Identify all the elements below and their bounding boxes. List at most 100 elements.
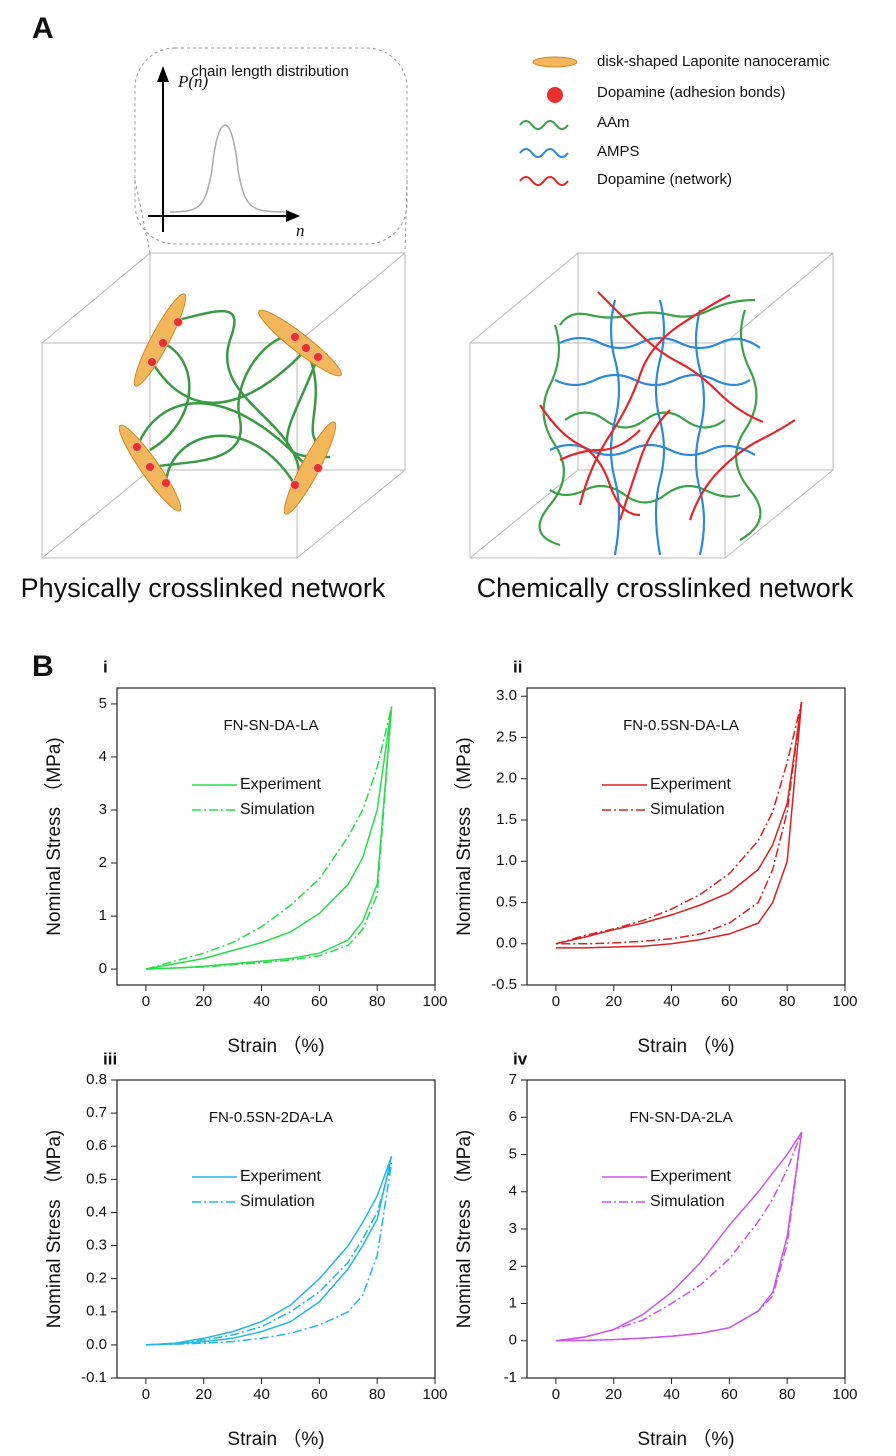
y-axis-label: Nominal Stress （MPa) (43, 1130, 65, 1329)
legend-label: Experiment (650, 776, 731, 793)
y-tick-label: 0.0 (86, 1336, 107, 1353)
y-tick-label: 0.6 (86, 1137, 107, 1154)
legend-label: Simulation (650, 1193, 725, 1210)
y-tick-label: 0.0 (496, 935, 517, 952)
legend-label: Simulation (240, 1193, 315, 1210)
panel-label: A (32, 12, 54, 45)
inset-title: chain length distribution (191, 63, 349, 80)
distribution-curve (170, 125, 285, 212)
y-tick-label: 4 (99, 748, 107, 765)
x-tick-label: 100 (832, 1386, 857, 1403)
cube (42, 253, 405, 558)
series-line (556, 1132, 802, 1341)
y-tick-label: 4 (509, 1183, 517, 1200)
x-tick-label: 80 (779, 993, 796, 1010)
chart-title: FN-SN-DA-2LA (629, 1109, 732, 1126)
legend-label: Simulation (240, 801, 315, 818)
panel-label: i (103, 657, 108, 676)
wave-icon (520, 177, 568, 185)
legend-a: disk-shaped Laponite nanoceramic Dopamin… (520, 53, 830, 188)
x-axis-label: Strain （%) (637, 1035, 734, 1057)
y-tick-label: -0.5 (491, 976, 517, 993)
chart-title: FN-SN-DA-LA (223, 717, 318, 734)
dot-icon (547, 87, 563, 103)
x-tick-label: 20 (195, 993, 212, 1010)
y-tick-label: 3.0 (496, 687, 517, 704)
y-tick-label: 0 (99, 960, 107, 977)
series-line (146, 707, 392, 970)
y-tick-label: 2 (99, 854, 107, 871)
legend-text: Dopamine (adhesion bonds) (597, 84, 785, 101)
x-tick-label: 0 (552, 1386, 560, 1403)
y-tick-label: 3 (99, 801, 107, 818)
inset-x-label: n (296, 221, 305, 240)
legend-text: Dopamine (network) (597, 171, 732, 188)
panel-label: ii (513, 657, 522, 676)
x-tick-label: 0 (552, 993, 560, 1010)
connector (135, 180, 150, 253)
y-tick-label: 0.7 (86, 1104, 107, 1121)
caption: Chemically crosslinked network (477, 573, 854, 603)
legend-text: AAm (597, 114, 630, 131)
x-tick-label: 60 (721, 1386, 738, 1403)
x-tick-label: 20 (605, 1386, 622, 1403)
x-tick-label: 80 (779, 1386, 796, 1403)
chart-title: FN-0.5SN-DA-LA (623, 717, 739, 734)
y-tick-label: 0.1 (86, 1303, 107, 1320)
legend-label: Experiment (650, 1168, 731, 1185)
cube (470, 253, 833, 558)
series-line (556, 702, 802, 944)
y-tick-label: 2 (509, 1257, 517, 1274)
x-tick-label: 20 (605, 993, 622, 1010)
x-axis-label: Strain （%) (637, 1428, 734, 1450)
y-tick-label: 0.5 (496, 893, 517, 910)
y-tick-label: 7 (509, 1071, 517, 1088)
y-tick-label: -0.1 (81, 1369, 107, 1386)
x-axis-label: Strain （%) (227, 1035, 324, 1057)
series-line (556, 1132, 802, 1341)
wave-icon (520, 121, 568, 129)
legend-text: disk-shaped Laponite nanoceramic (597, 53, 830, 70)
wave-icon (520, 149, 568, 157)
y-tick-label: -1 (504, 1369, 517, 1386)
legend-label: Simulation (650, 801, 725, 818)
y-tick-label: 5 (99, 695, 107, 712)
inset: chain length distribution P(n) n (135, 48, 407, 253)
legend-label: Experiment (240, 1168, 321, 1185)
x-tick-label: 100 (422, 993, 447, 1010)
connector (405, 180, 407, 253)
x-tick-label: 0 (142, 1386, 150, 1403)
disk-icon (533, 57, 577, 67)
x-tick-label: 0 (142, 993, 150, 1010)
y-tick-label: 0.2 (86, 1270, 107, 1287)
figure: A chain length distribution P(n) n disk-… (0, 0, 896, 1456)
x-tick-label: 100 (832, 993, 857, 1010)
x-tick-label: 40 (253, 993, 270, 1010)
x-tick-label: 100 (422, 1386, 447, 1403)
y-tick-label: 5 (509, 1145, 517, 1162)
y-tick-label: 3 (509, 1220, 517, 1237)
y-tick-label: 0.8 (86, 1071, 107, 1088)
x-tick-label: 40 (253, 1386, 270, 1403)
y-tick-label: 2.0 (496, 770, 517, 787)
legend-label: Experiment (240, 776, 321, 793)
x-tick-label: 40 (663, 993, 680, 1010)
y-tick-label: 0.4 (86, 1203, 107, 1220)
y-tick-label: 0.3 (86, 1237, 107, 1254)
y-axis-label: Nominal Stress （MPa) (43, 737, 65, 936)
y-axis-label: Nominal Stress （MPa) (453, 737, 475, 936)
x-tick-label: 60 (311, 993, 328, 1010)
panel-label: iv (513, 1049, 528, 1068)
y-tick-label: 1 (99, 907, 107, 924)
arrow (157, 66, 169, 82)
x-tick-label: 80 (369, 993, 386, 1010)
disks (113, 290, 347, 518)
y-tick-label: 2.5 (496, 728, 517, 745)
x-tick-label: 60 (311, 1386, 328, 1403)
y-tick-label: 1.5 (496, 811, 517, 828)
series-line (556, 702, 802, 948)
panel-label: iii (103, 1049, 117, 1068)
series-line (146, 707, 392, 970)
x-axis-label: Strain （%) (227, 1428, 324, 1450)
y-tick-label: 0.5 (86, 1170, 107, 1187)
